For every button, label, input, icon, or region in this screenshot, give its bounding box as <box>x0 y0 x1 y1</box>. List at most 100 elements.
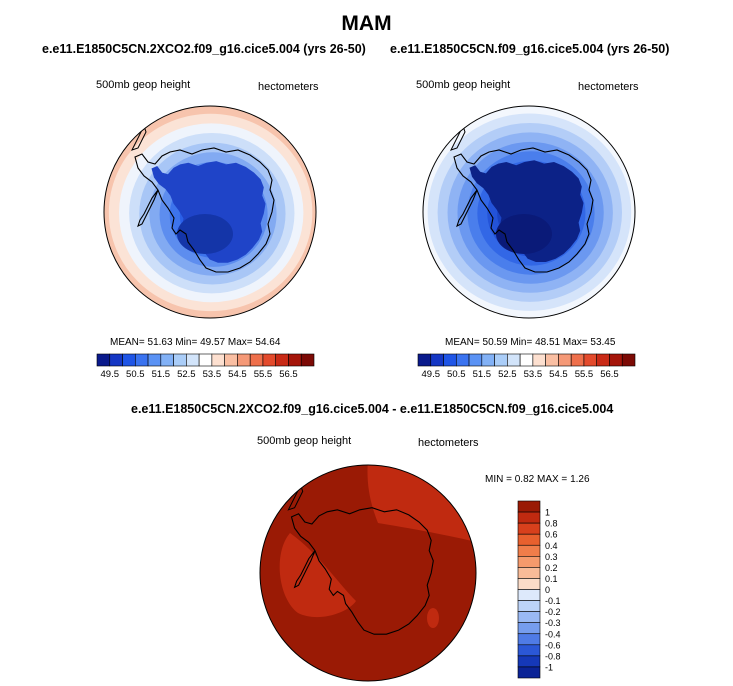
contour-band-minimum <box>177 214 233 254</box>
panel-3-max-label: MAX = <box>536 474 568 485</box>
colorbar-swatch <box>300 353 315 367</box>
panel-3-colorbar: 10.80.60.40.30.20.10-0.1-0.2-0.3-0.4-0.6… <box>517 500 561 679</box>
colorbar-swatch <box>545 353 559 367</box>
colorbar-tick-label: -0.8 <box>545 651 561 661</box>
panel-2-variable-label: 500mb geop height <box>416 79 511 91</box>
colorbar-swatch <box>417 353 432 367</box>
antarctic-peninsula-coastline <box>137 189 159 228</box>
panel-1-mean-label: MEAN= <box>110 337 145 348</box>
colorbar-swatch <box>262 353 277 367</box>
panel-3-max-value: 1.26 <box>570 474 590 485</box>
colorbar-swatch <box>517 533 541 546</box>
colorbar-swatch <box>517 622 541 635</box>
panel-2-units-label: hectometers <box>578 81 639 93</box>
colorbar-tick-label: 0.8 <box>545 519 558 529</box>
colorbar-swatch <box>517 611 541 623</box>
panel-2-min-value: 48.51 <box>535 337 561 348</box>
panel-1-max-value: 54.64 <box>255 337 281 348</box>
contour-band-core <box>151 161 266 263</box>
colorbar-swatch <box>517 655 541 668</box>
panel-2-min-label: Min= <box>510 337 533 348</box>
colorbar-tick-label: 50.5 <box>126 369 145 380</box>
colorbar-swatch <box>570 353 585 367</box>
colorbar-swatch <box>147 353 162 367</box>
colorbar-tick-label: 52.5 <box>498 369 517 380</box>
figure-title: MAM <box>341 12 392 35</box>
antarctic-peninsula-coastline <box>456 189 478 228</box>
colorbar-swatch <box>160 353 174 367</box>
colorbar-swatch <box>517 567 541 579</box>
colorbar-swatch <box>109 353 123 367</box>
difference-field-lower-band <box>427 608 439 628</box>
colorbar-swatch <box>517 556 541 568</box>
colorbar-swatch <box>96 353 111 367</box>
colorbar-tick-label: -0.3 <box>545 618 561 628</box>
colorbar-swatch <box>517 522 541 535</box>
colorbar-swatch <box>517 644 541 657</box>
colorbar-tick-label: -0.2 <box>545 607 561 617</box>
colorbar-swatch <box>443 353 457 367</box>
colorbar-tick-label: 1 <box>545 508 550 518</box>
colorbar-swatch <box>596 353 610 367</box>
panel-2-polar-map <box>422 105 636 319</box>
colorbar-tick-label: 0 <box>545 585 550 595</box>
colorbar-swatch <box>249 353 264 367</box>
colorbar-tick-label: -0.4 <box>545 629 561 639</box>
colorbar-tick-label: 54.5 <box>549 369 568 380</box>
colorbar-swatch <box>517 544 541 557</box>
colorbar-swatch <box>621 353 636 367</box>
contour-band-core <box>469 160 584 262</box>
south-america-coastline <box>131 124 147 151</box>
colorbar-swatch <box>507 353 521 367</box>
panel-3-polar-map <box>259 464 477 682</box>
antarctica-coastline <box>453 147 594 273</box>
colorbar-tick-label: -0.1 <box>545 596 561 606</box>
panel-3-units-label: hectometers <box>418 437 479 449</box>
colorbar-swatch <box>517 589 541 601</box>
colorbar-swatch <box>275 353 289 367</box>
colorbar-tick-label: 49.5 <box>101 369 120 380</box>
colorbar-swatch <box>517 578 541 590</box>
map-boundary <box>103 105 317 319</box>
colorbar-swatch <box>468 353 483 367</box>
colorbar-tick-label: 0.3 <box>545 552 558 562</box>
colorbar-swatch <box>198 353 213 367</box>
colorbar-tick-label: -1 <box>545 662 553 672</box>
colorbar-swatch <box>186 353 200 367</box>
colorbar-tick-label: 50.5 <box>447 369 466 380</box>
panel-1-title: e.e11.E1850C5CN.2XCO2.f09_g16.cice5.004 … <box>42 42 366 56</box>
colorbar-swatch <box>134 353 149 367</box>
panel-3-min-label: MIN = <box>485 474 512 485</box>
panel-2-max-label: Max= <box>562 337 588 348</box>
colorbar-tick-label: 55.5 <box>254 369 273 380</box>
panel-3-min-value: 0.82 <box>514 474 535 485</box>
colorbar-swatch <box>517 600 541 612</box>
panel-1-max-label: Max= <box>227 337 253 348</box>
colorbar-swatch <box>532 353 546 367</box>
colorbar-tick-label: 49.5 <box>422 369 441 380</box>
panel-1-min-label: Min= <box>175 337 198 348</box>
panel-3-stats: MIN = 0.82 MAX = 1.26 <box>485 474 590 485</box>
panel-2-stats: MEAN= 50.59 Min= 48.51 Max= 53.45 <box>445 337 615 348</box>
panel-1-mean-value: 51.63 <box>147 337 173 348</box>
colorbar-tick-label: 0.2 <box>545 563 558 573</box>
colorbar-tick-label: 56.5 <box>600 369 619 380</box>
colorbar-swatch <box>494 353 508 367</box>
panel-3-title: e.e11.E1850C5CN.2XCO2.f09_g16.cice5.004 … <box>131 402 614 416</box>
panel-1-units-label: hectometers <box>258 81 319 93</box>
panel-2-mean-value: 50.59 <box>482 337 508 348</box>
colorbar-swatch <box>517 500 541 513</box>
colorbar-swatch <box>517 511 541 524</box>
colorbar-swatch <box>430 353 444 367</box>
antarctica-coastline <box>290 507 434 635</box>
colorbar-tick-label: 0.6 <box>545 530 558 540</box>
colorbar-tick-label: -0.6 <box>545 640 561 650</box>
colorbar-tick-label: 53.5 <box>524 369 543 380</box>
contour-band-minimum <box>496 214 552 254</box>
colorbar-swatch <box>211 353 225 367</box>
colorbar-tick-label: 55.5 <box>575 369 594 380</box>
panel-1-variable-label: 500mb geop height <box>96 79 191 91</box>
colorbar-tick-label: 54.5 <box>228 369 247 380</box>
panel-1-stats: MEAN= 51.63 Min= 49.57 Max= 54.64 <box>110 337 280 348</box>
south-america-coastline <box>450 124 466 151</box>
